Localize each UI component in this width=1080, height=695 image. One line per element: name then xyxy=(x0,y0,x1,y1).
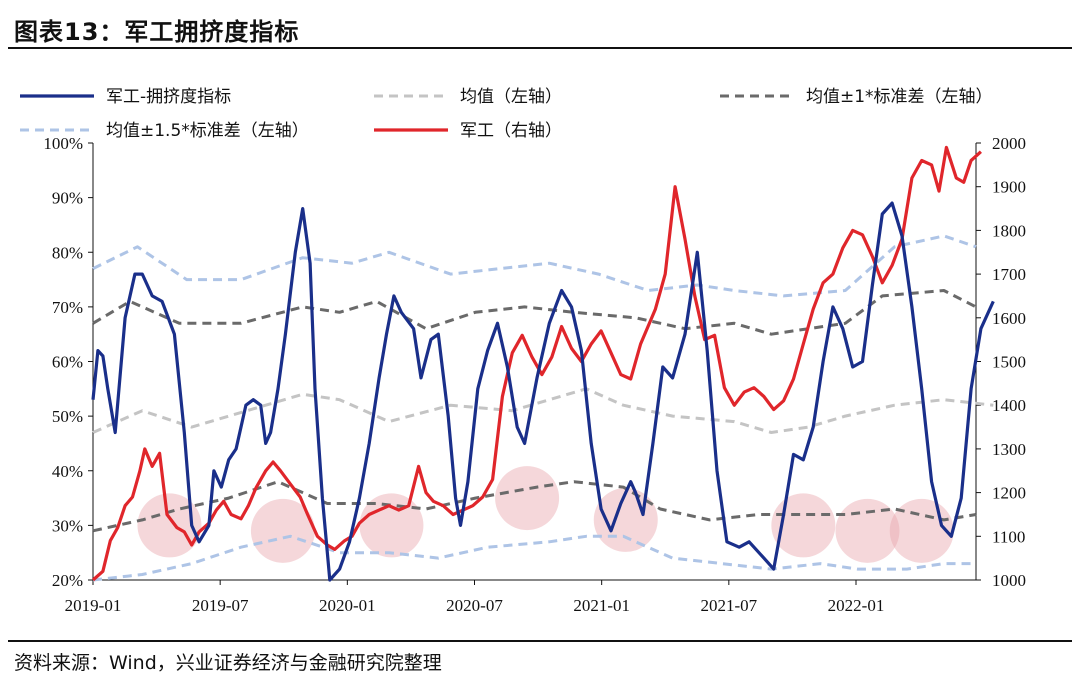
series-line-2 xyxy=(92,289,977,336)
y-right-tick-label: 1700 xyxy=(992,265,1026,284)
y-right-tick-label: 1000 xyxy=(992,571,1026,590)
y-right-tick-label: 2000 xyxy=(992,134,1026,153)
title-rule xyxy=(8,47,1072,49)
legend-label-2: 均值±1*标准差（左轴） xyxy=(806,87,993,107)
x-tick-label: 2022-01 xyxy=(828,596,885,615)
y-right-tick-label: 1200 xyxy=(992,484,1026,503)
legend-label-0: 军工-拥挤度指标 xyxy=(106,87,231,107)
series-lines xyxy=(91,145,995,582)
series-line-2-lower xyxy=(92,480,977,533)
y-left-tick-label: 20% xyxy=(52,571,83,590)
y-left-tick-label: 60% xyxy=(52,353,83,372)
y-right-tick-label: 1800 xyxy=(992,221,1026,240)
x-tick-label: 2019-07 xyxy=(192,596,249,615)
y-left-tick-label: 90% xyxy=(52,189,83,208)
axes: 20% 30% 40% 50% 60% 70% 80% 90% 100% 1000 1100 1200… xyxy=(43,134,1026,615)
x-tick-label: 2020-07 xyxy=(446,596,503,615)
title-bar: 图表13：军工拥挤度指标 xyxy=(0,0,1080,48)
legend: 军工-拥挤度指标 均值（左轴） 均值±1*标准差（左轴） 均值±1.5*标准差（左轴）… xyxy=(20,87,993,141)
y-right-tick-label: 1100 xyxy=(992,527,1025,546)
series-line-3-lower xyxy=(92,534,976,582)
y-right-tick-label: 1300 xyxy=(992,440,1026,459)
highlight-circle-5 xyxy=(771,493,836,558)
highlight-circle-4 xyxy=(593,487,658,552)
y-left-tick-label: 30% xyxy=(52,516,83,535)
footer-rule xyxy=(8,640,1072,642)
legend-label-3: 均值±1.5*标准差（左轴） xyxy=(106,121,309,141)
source-note: 资料来源：Wind，兴业证券经济与金融研究院整理 xyxy=(14,652,442,674)
y-left-tick-label: 40% xyxy=(52,462,83,481)
y-right-tick-label: 1500 xyxy=(992,353,1026,372)
x-tick-label: 2019-01 xyxy=(65,596,122,615)
y-left-tick-label: 70% xyxy=(52,298,83,317)
y-left-tick-label: 50% xyxy=(52,407,83,426)
highlight-circle-0 xyxy=(137,493,202,558)
y-right-tick-label: 1400 xyxy=(992,396,1026,415)
x-tick-label: 2020-01 xyxy=(319,596,376,615)
chart: 20% 30% 40% 50% 60% 70% 80% 90% 100% 1000 1100 1200… xyxy=(20,87,1026,615)
highlight-circle-7 xyxy=(889,498,954,563)
y-right-tick-label: 1600 xyxy=(992,309,1026,328)
series-line-1 xyxy=(92,387,994,434)
series-line-0 xyxy=(91,201,995,582)
y-right-tick-label: 1900 xyxy=(992,178,1026,197)
x-tick-label: 2021-07 xyxy=(700,596,757,615)
y-left-tick-label: 100% xyxy=(43,134,83,153)
chart-title: 图表13：军工拥挤度指标 xyxy=(14,18,300,46)
highlight-circle-1 xyxy=(250,498,315,563)
legend-label-4: 军工（右轴） xyxy=(460,121,562,141)
series-line-3 xyxy=(92,234,977,298)
legend-label-1: 均值（左轴） xyxy=(460,87,562,107)
x-tick-label: 2021-01 xyxy=(573,596,630,615)
y-left-tick-label: 80% xyxy=(52,243,83,262)
highlight-circle-3 xyxy=(495,466,560,531)
highlight-circle-2 xyxy=(359,493,424,558)
